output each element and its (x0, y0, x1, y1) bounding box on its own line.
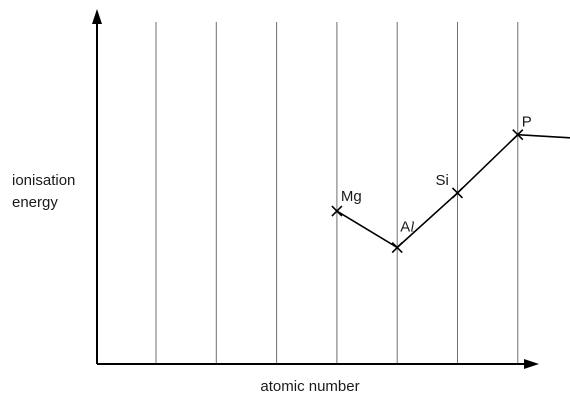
data-point-al (391, 241, 403, 254)
axes (92, 9, 539, 369)
data-point-si (451, 187, 464, 199)
data-point-p (512, 129, 524, 141)
y-axis-arrowhead (92, 9, 102, 24)
point-label-p: P (522, 114, 532, 131)
series-line (336, 133, 570, 249)
y-axis-label: ionisation energy (12, 172, 76, 211)
x-axis-label: atomic number (260, 378, 360, 395)
point-label-si: Si (436, 172, 449, 189)
data-series: MgAlSiPS (331, 114, 570, 254)
x-axis-arrowhead (524, 359, 539, 369)
point-label-al: Al (400, 219, 414, 236)
point-label-mg: Mg (341, 188, 362, 205)
data-point-mg (331, 205, 343, 217)
vertical-grid (155, 22, 519, 364)
